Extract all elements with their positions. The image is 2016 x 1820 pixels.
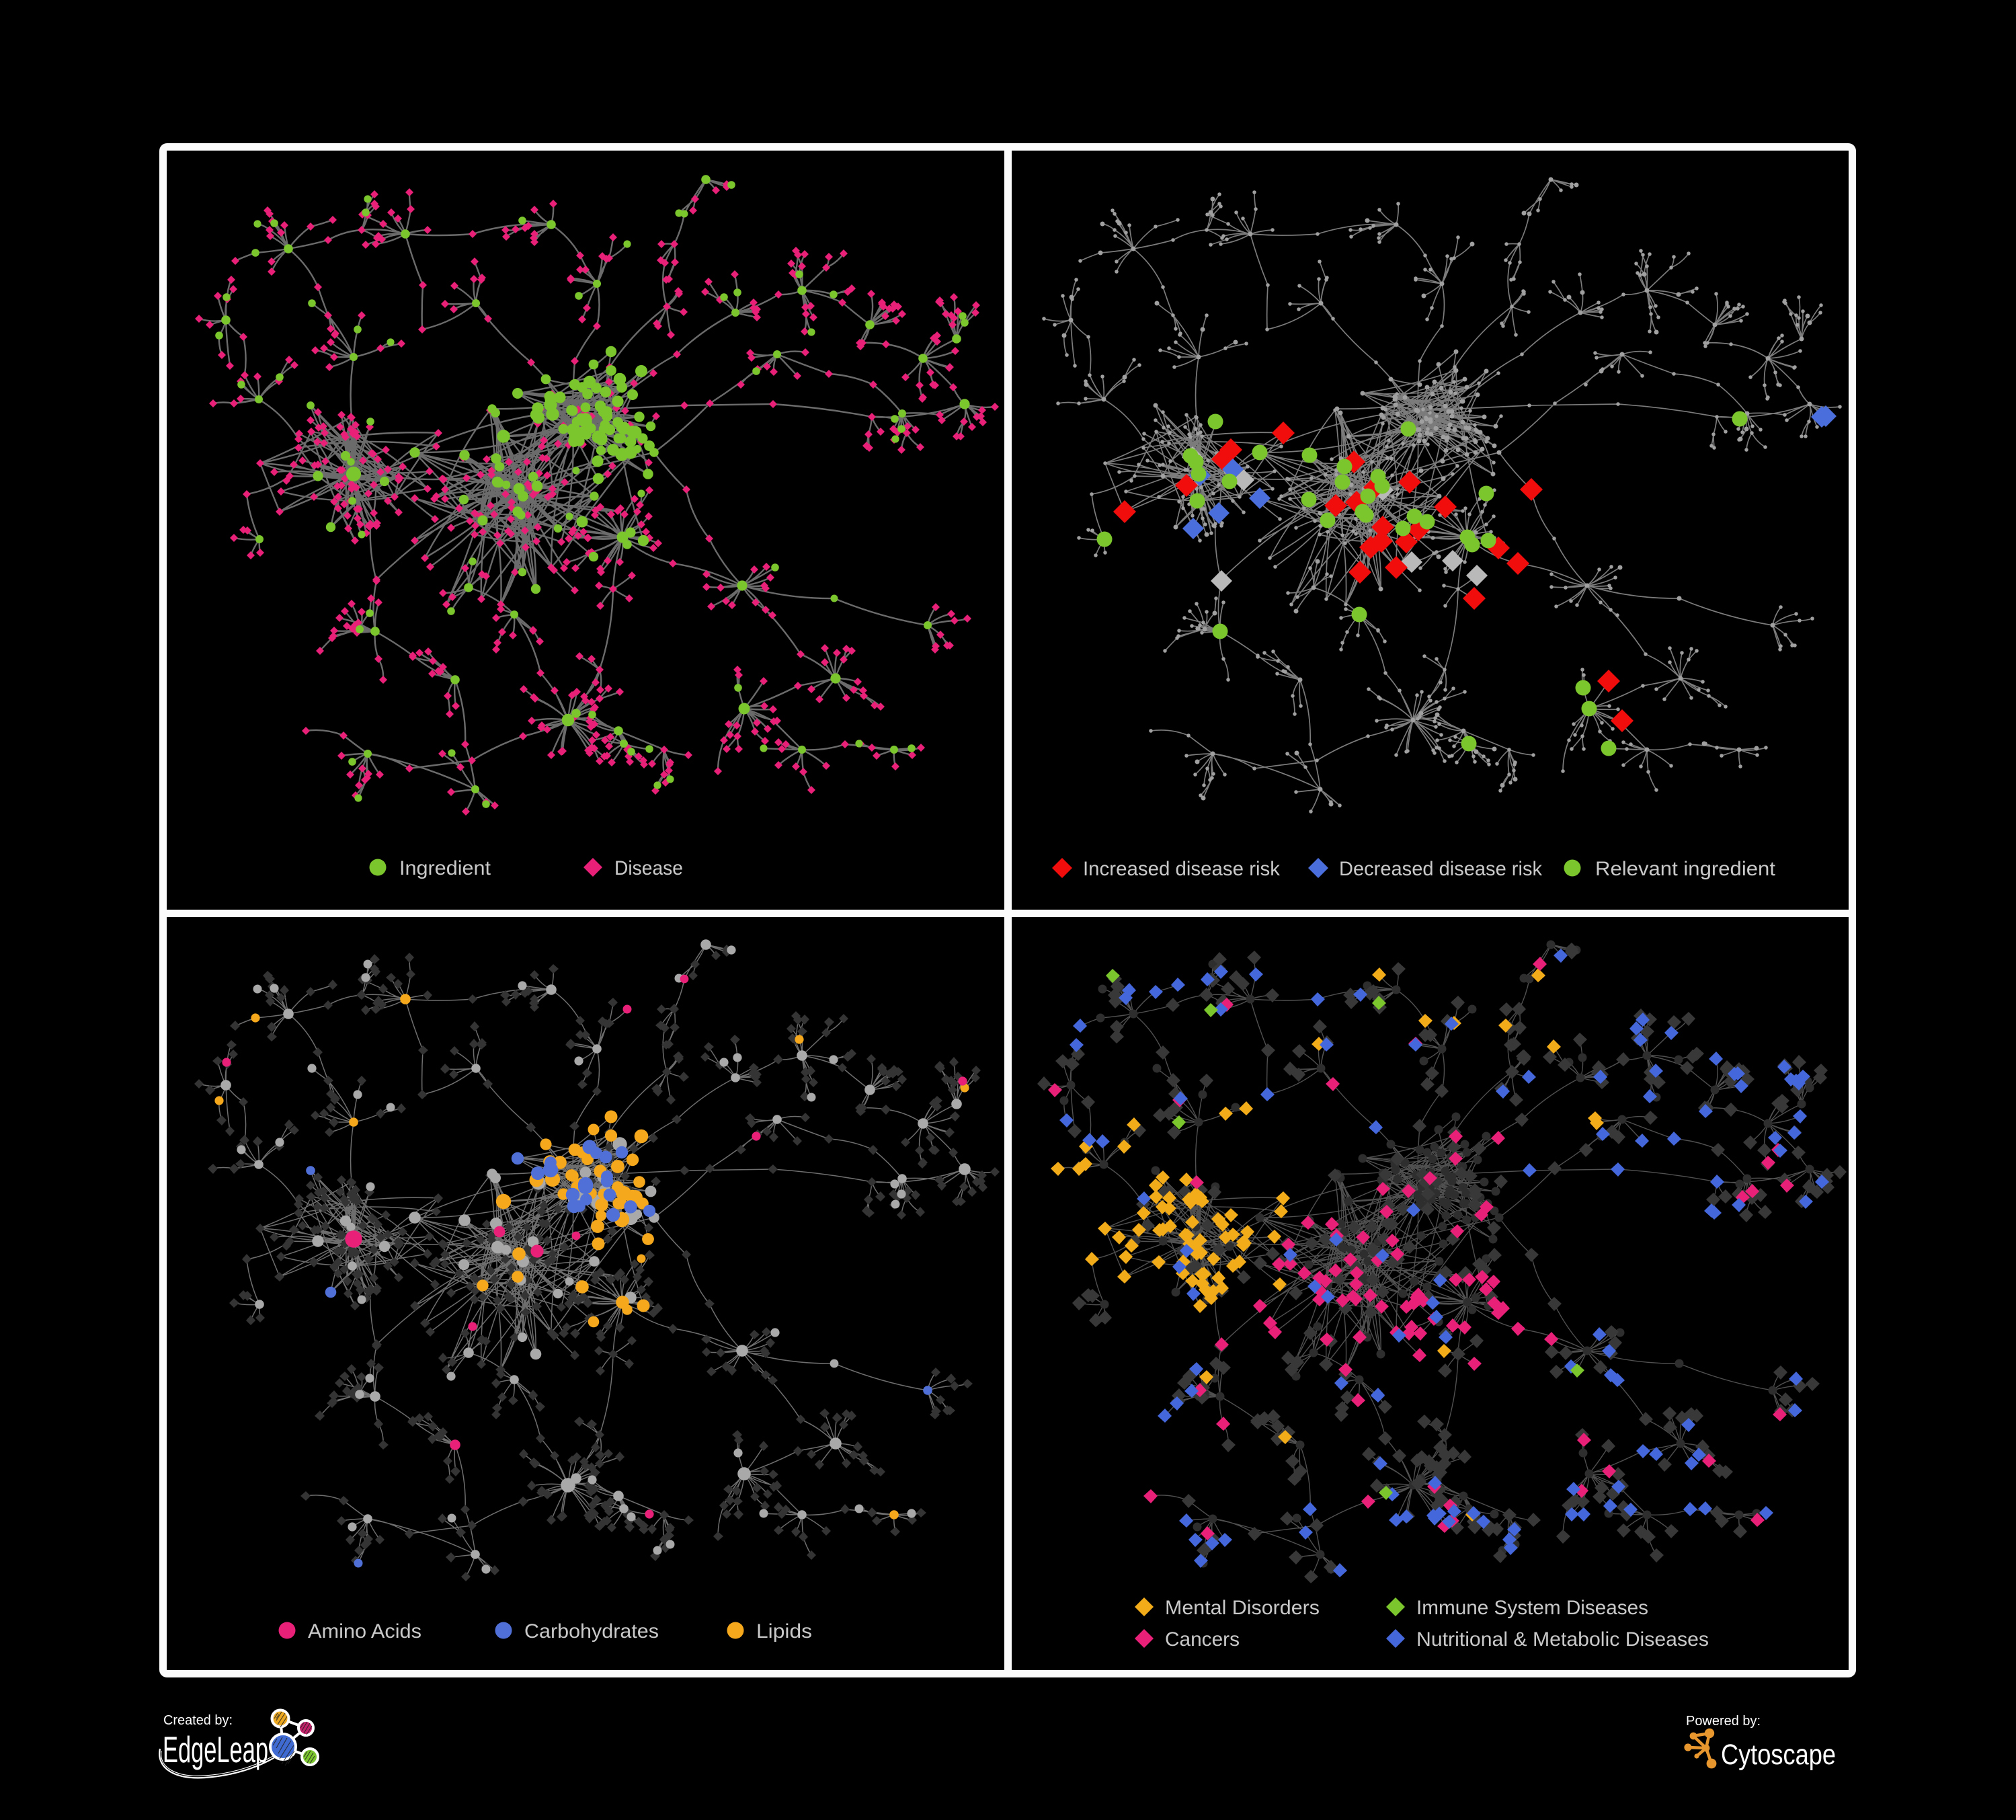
svg-text:Cytoscape: Cytoscape: [1721, 1739, 1836, 1771]
svg-text:Mental Disorders: Mental Disorders: [1165, 1597, 1320, 1619]
svg-text:Increased disease risk: Increased disease risk: [1083, 858, 1281, 880]
svg-text:Disease: Disease: [614, 857, 683, 879]
svg-text:Cancers: Cancers: [1165, 1628, 1240, 1651]
svg-text:Carbohydrates: Carbohydrates: [524, 1620, 659, 1643]
svg-text:EdgeLeap: EdgeLeap: [163, 1729, 268, 1770]
svg-text:Decreased disease risk: Decreased disease risk: [1339, 858, 1543, 880]
svg-text:Amino Acids: Amino Acids: [308, 1620, 421, 1643]
svg-text:Ingredient: Ingredient: [399, 857, 491, 879]
svg-text:Nutritional & Metabolic Diseas: Nutritional & Metabolic Diseases: [1416, 1628, 1709, 1651]
svg-text:Relevant ingredient: Relevant ingredient: [1595, 858, 1776, 880]
svg-text:Powered by:: Powered by:: [1686, 1714, 1761, 1729]
svg-text:Created by:: Created by:: [163, 1713, 233, 1728]
svg-text:Lipids: Lipids: [756, 1620, 812, 1643]
svg-text:Immune System Diseases: Immune System Diseases: [1416, 1597, 1648, 1619]
